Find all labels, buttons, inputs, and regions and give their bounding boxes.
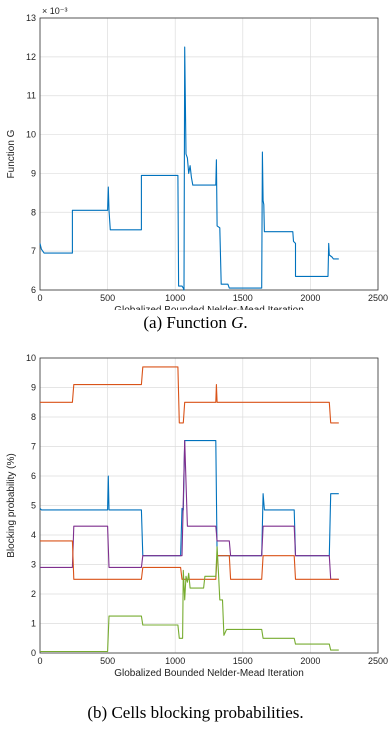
x-tick-label: 2000 [300, 293, 320, 303]
series-line-3 [40, 440, 339, 580]
plot-frame [39, 17, 379, 291]
y-tick-label: 10 [26, 353, 36, 363]
y-tick-label: 8 [31, 207, 36, 217]
y-axis-label: Function G [6, 129, 17, 178]
y-tick-label: 6 [31, 285, 36, 295]
y-tick-label: 12 [26, 52, 36, 62]
caption-a: (a) Function G. [0, 313, 391, 333]
plot-frame [39, 357, 379, 654]
series-line-1 [39, 46, 339, 291]
x-tick-label: 1000 [165, 656, 185, 666]
y-tick-label: 7 [31, 246, 36, 256]
y-tick-label: 5 [31, 501, 36, 511]
caption-b: (b) Cells blocking probabilities. [87, 703, 304, 722]
y-tick-label: 0 [31, 648, 36, 658]
y-tick-label: 2 [31, 589, 36, 599]
series-line-4 [40, 540, 339, 580]
y-tick-label: 6 [31, 471, 36, 481]
x-tick-label: 1500 [233, 656, 253, 666]
y-tick-label: 13 [26, 13, 36, 23]
blocking-probability-chart: 0 500 1000 1500 2000 2500 0 1 2 3 4 5 6 7 8 9 10 Globaliz… [6, 353, 388, 679]
x-axis-label: Globalized Bounded Nelder-Mead Iteration [114, 668, 304, 679]
y-tick-label: 7 [31, 442, 36, 452]
y-tick-label: 1 [31, 619, 36, 629]
x-tick-label: 1000 [165, 293, 185, 303]
series-line-2 [39, 440, 339, 557]
caption-a-variable: G [231, 313, 244, 332]
x-tick-label: 500 [100, 293, 115, 303]
series-line-1 [40, 366, 339, 424]
y-tick-label: 10 [26, 130, 36, 140]
y-tick-label: 4 [31, 530, 36, 540]
x-tick-label: 0 [37, 656, 42, 666]
y-tick-label: 9 [31, 168, 36, 178]
y-tick-label: 11 [27, 91, 36, 101]
y-tick-label: 9 [31, 383, 36, 393]
x-tick-label: 500 [100, 656, 115, 666]
x-tick-label: 2500 [368, 656, 388, 666]
caption-a-suffix: . [243, 313, 248, 332]
function-g-chart: 0 500 1000 1500 2000 2500 6 7 8 9 10 11 12 13 × 10⁻³ Gl… [6, 6, 388, 310]
x-axis-label: Globalized Bounded Nelder-Mead Iteration [114, 305, 304, 310]
caption-a-prefix: (a) Function [143, 313, 232, 332]
y-exponent-label: × 10⁻³ [42, 6, 68, 16]
x-tick-label: 0 [37, 293, 42, 303]
y-tick-label: 8 [31, 412, 36, 422]
y-tick-label: 3 [31, 560, 36, 570]
x-tick-label: 1500 [233, 293, 253, 303]
x-tick-label: 2000 [300, 656, 320, 666]
series-line-5 [40, 546, 339, 653]
x-tick-label: 2500 [368, 293, 388, 303]
y-axis-label: Blocking probability (%) [6, 453, 17, 558]
